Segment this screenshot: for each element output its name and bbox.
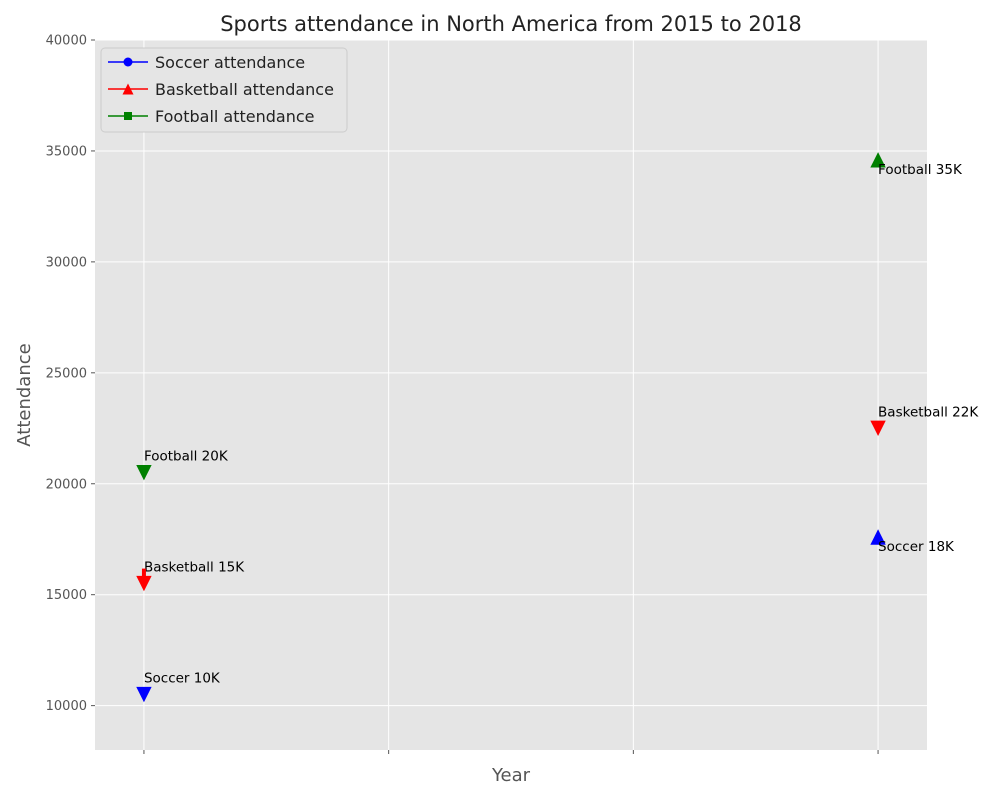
y-tick-label: 30000 [46, 255, 87, 270]
data-point-marker [136, 464, 152, 481]
plot-area [95, 40, 927, 750]
data-point-marker [136, 686, 152, 703]
data-point-label: Football 35K [878, 162, 963, 178]
chart-title: Sports attendance in North America from … [220, 12, 802, 36]
data-point-marker [870, 529, 886, 545]
legend-label: Soccer attendance [155, 53, 305, 72]
legend-marker [123, 57, 133, 67]
y-tick-label: 35000 [46, 144, 87, 159]
legend: Soccer attendance Basketball attendance Fo… [100, 47, 348, 133]
y-tick-label: 25000 [46, 366, 87, 381]
y-tick-label: 40000 [46, 34, 87, 49]
axis-ticks: 10000 15000 20000 25000 30000 35000 40000 [46, 34, 879, 754]
y-axis-label: Attendance [14, 343, 35, 446]
x-axis-label: Year [491, 765, 531, 786]
gridlines [95, 39, 927, 750]
legend-label: Basketball attendance [155, 80, 334, 99]
data-point-marker [136, 575, 152, 592]
data-markers [136, 152, 886, 703]
data-annotations: Soccer 10K Soccer 18K Basketball 15K Basket… [141, 162, 979, 687]
y-tick-label: 15000 [46, 588, 87, 603]
legend-marker [124, 112, 132, 120]
data-point-label: Soccer 18K [878, 539, 955, 555]
y-tick-label: 20000 [46, 477, 87, 492]
data-point-label: Football 20K [144, 449, 229, 465]
legend-marker [122, 83, 134, 95]
data-point-label: Basketball 22K [878, 404, 979, 420]
data-point-marker [870, 152, 886, 168]
y-tick-label: 10000 [46, 699, 87, 714]
legend-label: Football attendance [155, 107, 315, 126]
legend-box [100, 47, 348, 133]
data-point-label: Soccer 10K [144, 671, 221, 687]
data-point-label: Basketball 15K [144, 560, 245, 576]
data-point-marker [870, 420, 886, 436]
